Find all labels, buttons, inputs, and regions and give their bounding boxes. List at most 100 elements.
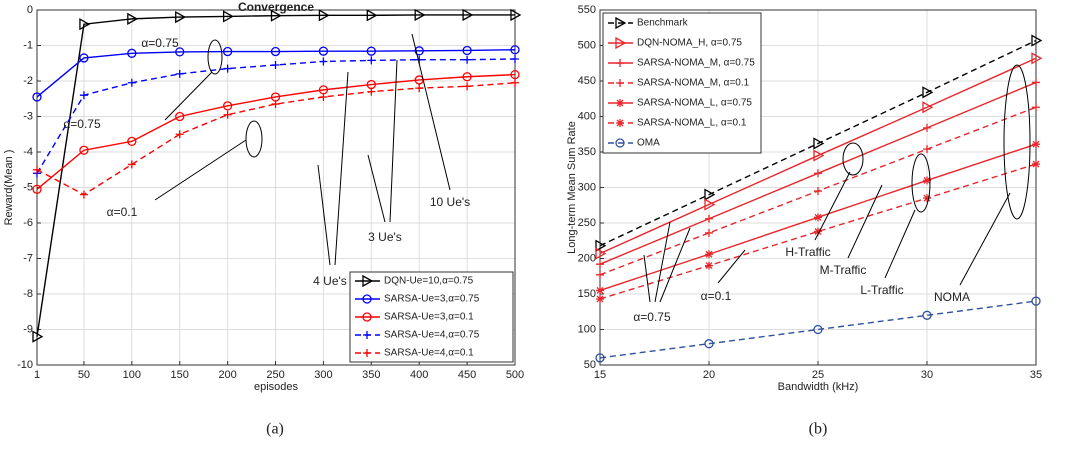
y-tick-label: 0 [27,4,33,16]
ellipse [842,142,864,176]
marker [366,46,376,56]
annotation: L-Traffic [860,283,903,297]
y-tick-label: 400 [578,110,596,122]
marker [362,312,372,322]
marker [463,55,472,64]
marker [1032,103,1040,112]
x-tick-label: 350 [362,369,380,381]
marker [127,12,139,25]
marker [175,111,185,122]
marker [127,136,137,147]
arrow [334,71,349,266]
x-tick-label: 50 [78,369,90,381]
marker [705,228,713,237]
annotation: α=0.75 [141,36,179,50]
marker [814,169,822,178]
marker [510,8,522,22]
arrow [164,71,213,121]
y-tick-label: 550 [578,4,596,16]
marker [705,214,713,223]
marker [462,72,472,82]
marker [1031,52,1043,65]
marker [704,188,716,201]
x-tick-label: 20 [703,369,715,381]
marker [223,64,232,73]
y-tick-label: 150 [578,288,596,300]
marker [318,9,330,22]
x-tick-label: 25 [812,369,824,381]
marker [79,190,88,199]
y-tick-label: -3 [23,110,33,122]
marker [616,99,624,107]
marker [271,61,280,70]
chart: 1 50 100 150 200 250 300 350 400 450 500-10-9-8-7-… [3,0,524,438]
marker [175,69,184,78]
marker [79,18,91,31]
series-line [599,39,1037,247]
marker [595,353,605,363]
marker [1032,140,1040,149]
marker [127,160,136,169]
marker [923,176,931,185]
marker [596,294,604,303]
x-axis-label: Bandwidth (kHz) [778,381,859,393]
marker [813,149,825,162]
marker [79,145,89,155]
marker [922,101,934,114]
legend-label: SARSA-Ue=3,α=0.75 [384,294,480,305]
marker [705,250,713,259]
marker [367,56,376,65]
series-line [36,14,515,337]
series-line [599,300,1037,359]
marker [32,92,42,102]
x-tick-label: 1 [34,369,40,381]
marker [33,165,41,174]
marker [616,59,624,67]
arrow [847,184,883,259]
marker [462,8,474,22]
legend-label: SARSA-NOMA_M, α=0.1 [637,78,750,89]
series-line [36,73,516,190]
marker [362,274,374,288]
y-tick-label: -2 [23,75,33,87]
marker [462,45,472,56]
series-line [599,163,1037,300]
marker [222,46,233,57]
y-tick-label: -7 [23,252,33,264]
marker [511,78,519,87]
annotation: 10 Ue's [430,195,470,209]
plot-frame [36,9,516,366]
arrow [317,164,331,266]
y-tick-label: -4 [23,146,33,158]
y-tick-label: 250 [578,217,596,229]
arrow [654,221,671,303]
marker [127,78,136,87]
marker [1032,78,1040,87]
x-tick-label: 300 [314,369,332,381]
marker [414,8,426,22]
marker [366,9,378,22]
y-tick-label: 450 [578,75,596,87]
y-tick-label: -1 [23,39,33,51]
arrow [659,227,691,303]
y-tick-label: 200 [578,252,596,264]
y-axis-label: Reward(Mean ) [3,150,15,226]
marker [1031,296,1041,306]
marker [923,194,931,203]
series-line [36,49,516,98]
marker [596,270,604,279]
marker [923,145,931,154]
marker [367,87,376,96]
marker [596,286,604,295]
annotation: M-Traffic [820,263,867,277]
arrow [367,154,386,223]
marker [175,47,185,57]
y-tick-label: -8 [23,288,33,300]
legend-label: SARSA-Ue=4,α=0.75 [384,330,480,341]
x-tick-label: 500 [506,369,524,381]
chart-title: Convergence [238,0,314,14]
marker [704,198,716,211]
marker [511,54,519,63]
